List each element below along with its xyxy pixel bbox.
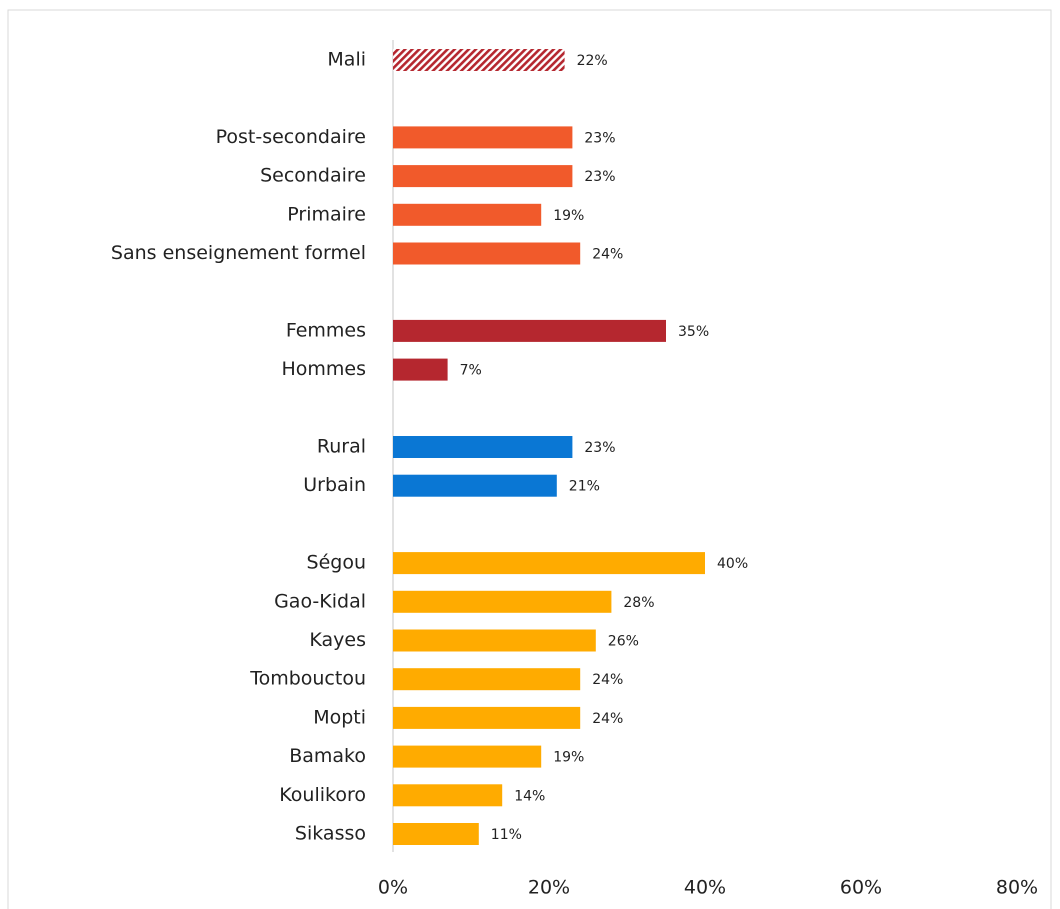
category-label: Secondaire [260,165,366,187]
category-label: Koulikoro [279,784,366,806]
value-label: 23% [584,130,615,146]
value-label: 21% [569,479,600,495]
value-label: 14% [514,788,545,804]
bar [393,784,503,807]
category-label: Mopti [313,706,366,728]
bar [393,706,581,729]
value-label: 19% [553,750,584,766]
value-label: 23% [584,440,615,456]
bar [393,126,573,149]
bar [393,49,565,71]
bar [393,745,542,768]
category-label: Gao-Kidal [274,590,366,612]
value-label: 24% [592,247,623,263]
chart-frame [7,9,1052,909]
value-label: 23% [584,169,615,185]
x-tick-label: 40% [684,877,726,899]
x-tick-label: 60% [840,877,882,899]
bar [393,668,581,691]
category-label: Kayes [309,629,366,651]
category-label: Bamako [289,745,366,767]
category-label: Ségou [307,552,366,574]
value-label: 28% [623,595,654,611]
bar [393,629,596,652]
bar [393,165,573,188]
category-label: Femmes [286,319,366,341]
value-label: 22% [577,53,608,69]
value-label: 24% [592,711,623,727]
value-label: 26% [608,634,639,650]
category-label: Post-secondaire [216,126,366,148]
category-label: Hommes [281,358,366,380]
value-label: 19% [553,208,584,224]
value-label: 11% [491,827,522,843]
category-label: Mali [327,49,366,71]
category-label: Sikasso [295,823,366,845]
bar [393,823,479,845]
value-label: 40% [717,556,748,572]
x-tick-label: 0% [378,877,408,899]
bar [393,242,581,265]
value-label: 24% [592,672,623,688]
bar [393,436,573,458]
value-label: 7% [460,363,482,379]
bar [393,474,557,497]
value-label: 35% [678,324,709,340]
category-label: Urbain [303,474,366,496]
category-label: Tombouctou [249,668,366,690]
bar [393,203,542,226]
category-label: Primaire [287,203,366,225]
bar [393,552,705,575]
bar [393,319,666,342]
x-tick-label: 20% [528,877,570,899]
bar [393,590,612,613]
bar [393,358,448,381]
category-label: Rural [317,436,366,458]
x-tick-label: 80% [996,877,1038,899]
category-label: Sans enseignement formel [111,242,366,264]
